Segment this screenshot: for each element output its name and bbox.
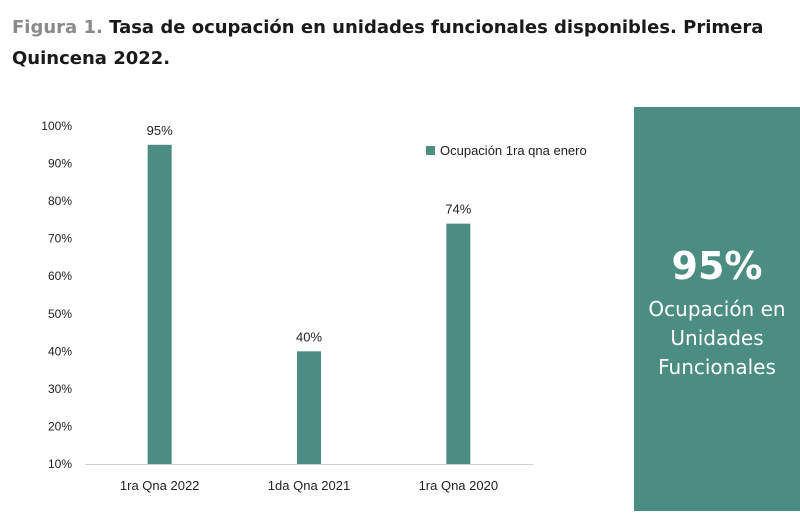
y-tick-label: 60% <box>48 269 72 283</box>
highlight-value: 95% <box>671 244 763 288</box>
figure-title: Tasa de ocupación en unidades funcionale… <box>12 17 764 69</box>
legend-swatch <box>426 146 435 155</box>
x-category-label: 1ra Qna 2020 <box>419 478 499 493</box>
bar-value-label: 40% <box>296 329 322 344</box>
legend-label: Ocupación 1ra qna enero <box>440 143 587 158</box>
bar <box>147 144 172 464</box>
y-tick-label: 70% <box>48 232 72 246</box>
bar <box>297 351 321 464</box>
bar-chart: 10% 20% 30% 40% 50% 60% 70% 80% 90% 100% 95% 1ra Qn… <box>41 119 587 493</box>
y-tick-label: 40% <box>48 344 72 358</box>
y-tick-label: 90% <box>48 157 72 171</box>
x-category-label: 1ra Qna 2022 <box>120 478 200 493</box>
y-tick-label: 30% <box>48 382 72 396</box>
bar-value-label: 74% <box>445 202 471 217</box>
y-tick-label: 20% <box>48 419 72 433</box>
y-tick-label: 50% <box>48 307 72 321</box>
figure-heading: Figura 1. Tasa de ocupación en unidades … <box>12 12 792 74</box>
figure-label: Figura 1. <box>12 17 103 38</box>
highlight-text: Ocupación en Unidades Funcionales <box>648 297 786 379</box>
y-tick-label: 80% <box>48 194 72 208</box>
bar-value-label: 95% <box>147 123 173 138</box>
bar <box>446 223 471 464</box>
highlight-panel: 95% Ocupación en Unidades Funcionales <box>634 107 800 511</box>
x-category-label: 1da Qna 2021 <box>268 478 350 493</box>
y-tick-label: 100% <box>41 119 72 133</box>
y-tick-label: 10% <box>48 457 72 471</box>
